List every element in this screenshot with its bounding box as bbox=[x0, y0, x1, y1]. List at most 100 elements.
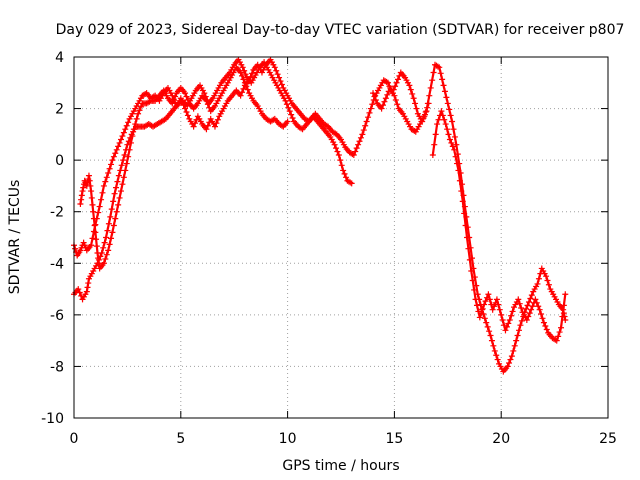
data-point bbox=[507, 356, 514, 363]
data-point bbox=[127, 139, 134, 146]
data-point bbox=[117, 188, 124, 195]
data-point bbox=[464, 234, 471, 241]
data-point bbox=[486, 328, 493, 335]
data-point bbox=[342, 174, 349, 181]
data-point bbox=[392, 96, 399, 103]
data-point bbox=[360, 127, 367, 134]
data-point bbox=[466, 256, 473, 263]
data-point bbox=[101, 239, 108, 246]
data-point bbox=[331, 141, 338, 148]
data-point bbox=[88, 194, 95, 201]
data-point bbox=[410, 95, 417, 102]
data-point bbox=[444, 100, 451, 107]
data-point bbox=[538, 310, 545, 317]
x-tick-label: 20 bbox=[492, 431, 510, 447]
data-point bbox=[482, 298, 489, 305]
data-point bbox=[204, 101, 211, 108]
data-point bbox=[562, 291, 569, 298]
data-point bbox=[525, 313, 532, 320]
data-point bbox=[87, 182, 94, 189]
data-point bbox=[110, 153, 117, 160]
data-point bbox=[120, 157, 127, 164]
data-point bbox=[513, 337, 520, 344]
data-point bbox=[473, 302, 480, 309]
data-point bbox=[90, 215, 97, 222]
data-point bbox=[114, 178, 121, 185]
data-point bbox=[115, 143, 122, 150]
data-point bbox=[392, 83, 399, 90]
data-point bbox=[438, 108, 445, 115]
data-point bbox=[524, 302, 531, 309]
data-point bbox=[385, 88, 392, 95]
data-point bbox=[534, 280, 541, 287]
data-point bbox=[77, 200, 84, 207]
data-point bbox=[394, 76, 401, 83]
data-point bbox=[498, 311, 505, 318]
data-point bbox=[518, 304, 525, 311]
data-point bbox=[406, 82, 413, 89]
data-point bbox=[113, 146, 120, 153]
data-point bbox=[461, 210, 468, 217]
data-point bbox=[110, 198, 117, 205]
data-point bbox=[278, 81, 285, 88]
data-point bbox=[526, 310, 533, 317]
data-point bbox=[239, 64, 246, 71]
data-point bbox=[365, 114, 372, 121]
data-point bbox=[126, 146, 133, 153]
data-point bbox=[394, 101, 401, 108]
data-point bbox=[123, 160, 130, 167]
chart-title: Day 029 of 2023, Sidereal Day-to-day VTE… bbox=[56, 22, 625, 38]
data-point bbox=[510, 347, 517, 354]
data-point bbox=[543, 273, 550, 280]
data-point bbox=[372, 96, 379, 103]
data-point bbox=[485, 291, 492, 298]
data-point bbox=[532, 296, 539, 303]
data-point bbox=[78, 292, 85, 299]
data-point bbox=[511, 342, 518, 349]
data-point bbox=[409, 90, 416, 97]
data-point bbox=[451, 133, 458, 140]
data-point bbox=[528, 292, 535, 299]
data-point bbox=[112, 215, 119, 222]
data-point bbox=[184, 96, 191, 103]
data-point bbox=[117, 136, 124, 143]
data-point bbox=[449, 118, 456, 125]
data-point bbox=[242, 71, 249, 78]
data-point bbox=[116, 194, 123, 201]
data-point bbox=[91, 222, 98, 229]
data-point bbox=[88, 242, 95, 249]
data-point bbox=[78, 196, 85, 203]
data-point bbox=[465, 245, 472, 252]
data-point bbox=[442, 121, 449, 128]
data-point bbox=[213, 120, 220, 127]
series-trace bbox=[72, 58, 567, 373]
x-tick-label: 0 bbox=[70, 431, 79, 447]
data-point bbox=[490, 342, 497, 349]
data-point bbox=[190, 123, 197, 130]
data-point bbox=[371, 93, 378, 100]
data-point bbox=[289, 115, 296, 122]
data-point bbox=[393, 79, 400, 86]
data-point bbox=[431, 141, 438, 148]
data-point bbox=[353, 145, 360, 152]
data-point bbox=[283, 101, 290, 108]
data-point bbox=[170, 96, 177, 103]
data-point bbox=[121, 151, 128, 158]
data-point bbox=[284, 118, 291, 125]
data-point bbox=[137, 103, 144, 110]
data-point bbox=[493, 352, 500, 359]
data-point bbox=[136, 107, 143, 114]
series-trace bbox=[72, 58, 353, 257]
data-point bbox=[562, 317, 569, 324]
data-point bbox=[439, 112, 446, 119]
data-point bbox=[437, 70, 444, 77]
data-point bbox=[110, 222, 117, 229]
data-point bbox=[496, 306, 503, 313]
data-point bbox=[100, 182, 107, 189]
data-point bbox=[430, 69, 437, 76]
data-point bbox=[478, 310, 485, 317]
data-point bbox=[533, 299, 540, 306]
data-point bbox=[112, 150, 119, 157]
data-point bbox=[447, 112, 454, 119]
data-point bbox=[382, 95, 389, 102]
